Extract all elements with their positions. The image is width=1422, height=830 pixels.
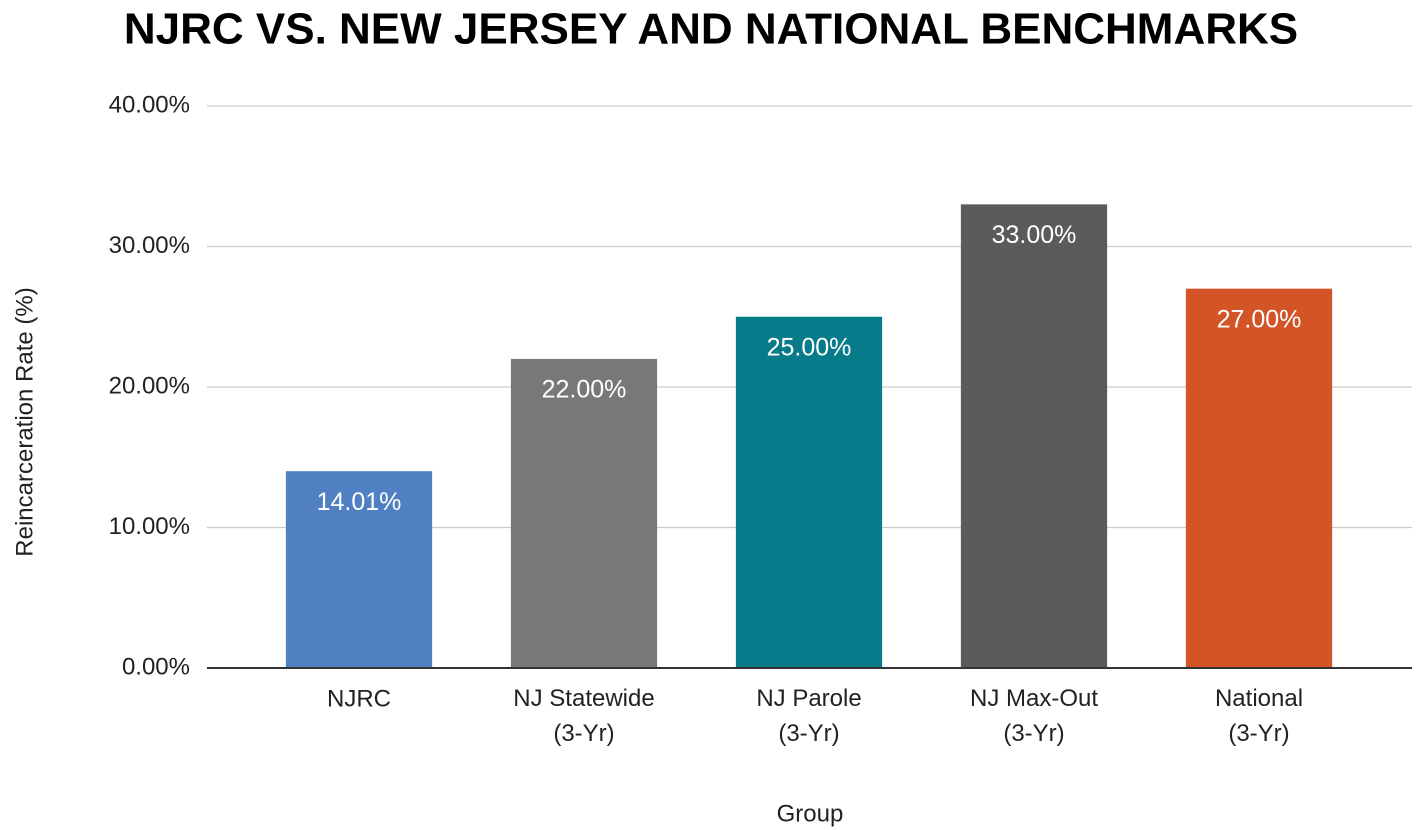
data-label: 14.01%: [317, 488, 402, 516]
data-label: 33.00%: [992, 221, 1077, 249]
chart-title: NJRC VS. NEW JERSEY AND NATIONAL BENCHMA…: [124, 5, 1298, 54]
x-tick-label: NJ Statewide (3-Yr): [513, 685, 654, 747]
bar: [285, 471, 433, 668]
y-tick-label: 20.00%: [109, 372, 190, 399]
x-tick-label: National (3-Yr): [1215, 685, 1303, 747]
data-label: 22.00%: [542, 376, 627, 404]
data-label: 25.00%: [767, 333, 852, 361]
bar: [1185, 288, 1333, 668]
y-tick-label: 30.00%: [109, 232, 190, 259]
y-tick-label: 40.00%: [109, 91, 190, 118]
y-tick-label: 10.00%: [109, 513, 190, 540]
data-label: 27.00%: [1217, 305, 1302, 333]
x-tick-label: NJRC: [327, 685, 391, 712]
bar: [510, 358, 658, 668]
x-tick-label: NJ Parole (3-Yr): [756, 685, 861, 747]
y-axis-title: Reincarceration Rate (%): [11, 287, 38, 556]
x-axis-title: Group: [777, 800, 844, 827]
bar: [960, 204, 1108, 668]
x-tick-label: NJ Max-Out (3-Yr): [970, 685, 1098, 747]
y-tick-label: 0.00%: [122, 653, 190, 680]
bar: [735, 316, 883, 668]
